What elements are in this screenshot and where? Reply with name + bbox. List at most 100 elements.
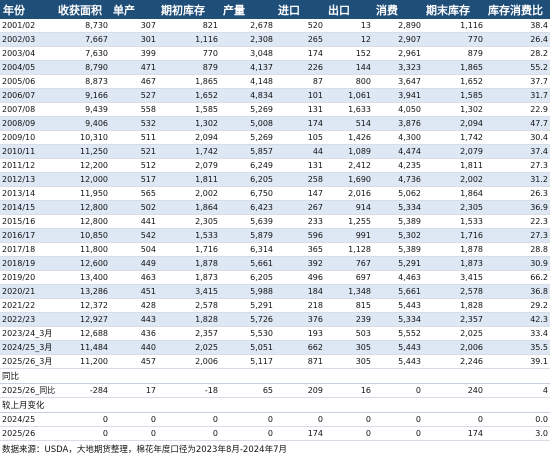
table-cell: 463: [110, 270, 158, 285]
table-cell: 5,988: [220, 284, 275, 299]
table-cell: 4,736: [373, 172, 423, 187]
table-cell: 1,828: [423, 298, 485, 313]
table-cell: 1,864: [423, 186, 485, 201]
mom-row: 2024/25 0 0 0 0 0 0 0 0 0.0: [0, 412, 550, 427]
table-cell: 467: [110, 74, 158, 89]
table-cell: 376: [275, 312, 325, 327]
table-cell: 1,716: [158, 242, 220, 257]
table-cell: 12,688: [55, 326, 110, 341]
row-year-cell: 2025/26_3月: [0, 354, 55, 369]
row-year-cell: 2019/20: [0, 270, 55, 285]
table-cell: 2,006: [158, 354, 220, 369]
table-cell: 1,302: [158, 116, 220, 131]
table-cell: 0: [373, 426, 423, 441]
table-cell: 542: [110, 228, 158, 243]
row-year-cell: 2007/08: [0, 102, 55, 117]
table-cell: 0: [158, 426, 220, 441]
table-cell: 2,002: [423, 172, 485, 187]
table-cell: 152: [325, 46, 373, 61]
table-row: 2010/11 11,250 521 1,742 5,857 44 1,089 4,474 2,…: [0, 144, 550, 159]
table-cell: 5,291: [373, 256, 423, 271]
table-cell: 28.2: [485, 46, 550, 61]
table-cell: 558: [110, 102, 158, 117]
table-cell: 2,578: [423, 284, 485, 299]
table-cell: 3,415: [423, 270, 485, 285]
table-cell: 1,426: [325, 130, 373, 145]
table-cell: 767: [325, 256, 373, 271]
table-cell: 521: [110, 144, 158, 159]
table-cell: 174: [275, 426, 325, 441]
table-cell: 9,439: [55, 102, 110, 117]
yoy-cell: 65: [220, 383, 275, 398]
table-cell: 11,950: [55, 186, 110, 201]
row-year-cell: 2009/10: [0, 130, 55, 145]
table-cell: 30.4: [485, 130, 550, 145]
section-yoy-label: 同比: [0, 368, 550, 384]
table-cell: 22.3: [485, 214, 550, 229]
table-cell: 3,415: [158, 284, 220, 299]
table-cell: 131: [275, 158, 325, 173]
table-cell: 0: [55, 412, 110, 427]
table-cell: 2,025: [158, 340, 220, 355]
table-cell: 5,269: [220, 102, 275, 117]
table-cell: 517: [110, 172, 158, 187]
table-cell: 3,323: [373, 60, 423, 75]
table-cell: 6,205: [220, 270, 275, 285]
table-cell: 879: [158, 60, 220, 75]
table-cell: 1,873: [423, 256, 485, 271]
table-row: 2020/21 13,286 451 3,415 5,988 184 1,348 5,661 2…: [0, 284, 550, 299]
table-cell: 2,246: [423, 354, 485, 369]
table-cell: 42.3: [485, 312, 550, 327]
table-cell: 3,876: [373, 116, 423, 131]
table-cell: 1,690: [325, 172, 373, 187]
header-yield: 单产: [110, 0, 158, 19]
table-cell: 436: [110, 326, 158, 341]
table-cell: 2,678: [220, 19, 275, 33]
table-cell: 4,137: [220, 60, 275, 75]
row-year-cell: 2024/25_3月: [0, 340, 55, 355]
table-cell: 0: [423, 412, 485, 427]
table-cell: 2,412: [325, 158, 373, 173]
table-cell: 3,647: [373, 74, 423, 89]
table-cell: 11,200: [55, 354, 110, 369]
row-year-cell: 2004/05: [0, 60, 55, 75]
table-cell: 10,850: [55, 228, 110, 243]
table-cell: 174: [275, 46, 325, 61]
table-cell: 4,834: [220, 88, 275, 103]
table-row: 2015/16 12,800 441 2,305 5,639 233 1,255 5,389 1…: [0, 214, 550, 229]
table-cell: 4,474: [373, 144, 423, 159]
table-cell: 36.9: [485, 200, 550, 215]
table-cell: 3,941: [373, 88, 423, 103]
table-cell: 5,530: [220, 326, 275, 341]
table-cell: 511: [110, 130, 158, 145]
table-cell: 5,389: [373, 242, 423, 257]
table-cell: 1,652: [158, 88, 220, 103]
table-cell: 1,061: [325, 88, 373, 103]
table-cell: 1,865: [158, 74, 220, 89]
table-cell: 37.4: [485, 144, 550, 159]
table-cell: 12,000: [55, 172, 110, 187]
table-cell: 0: [110, 426, 158, 441]
table-cell: 5,443: [373, 354, 423, 369]
table-cell: 3,048: [220, 46, 275, 61]
table-cell: 0: [220, 426, 275, 441]
table-cell: 5,334: [373, 312, 423, 327]
table-cell: 520: [275, 19, 325, 33]
table-cell: 0: [55, 426, 110, 441]
table-cell: 2,006: [423, 340, 485, 355]
table-cell: 0: [275, 412, 325, 427]
table-row: 2021/22 12,372 428 2,578 5,291 218 815 5,443 1,8…: [0, 298, 550, 313]
table-cell: 1,255: [325, 214, 373, 229]
table-cell: 307: [110, 19, 158, 33]
table-cell: 47.7: [485, 116, 550, 131]
section-yoy-row: 同比: [0, 368, 550, 384]
header-row: 年份 收获面积 单产 期初库存 产量 进口 出口 消费 期末库存 库存消费比: [0, 0, 550, 19]
table-cell: 440: [110, 340, 158, 355]
table-cell: 11,484: [55, 340, 110, 355]
yoy-cell: -284: [55, 383, 110, 398]
table-cell: 5,857: [220, 144, 275, 159]
table-cell: 1,633: [325, 102, 373, 117]
table-cell: 914: [325, 200, 373, 215]
header-year: 年份: [0, 0, 55, 19]
table-row: 2002/03 7,667 301 1,116 2,308 265 12 2,907 770 26…: [0, 32, 550, 47]
